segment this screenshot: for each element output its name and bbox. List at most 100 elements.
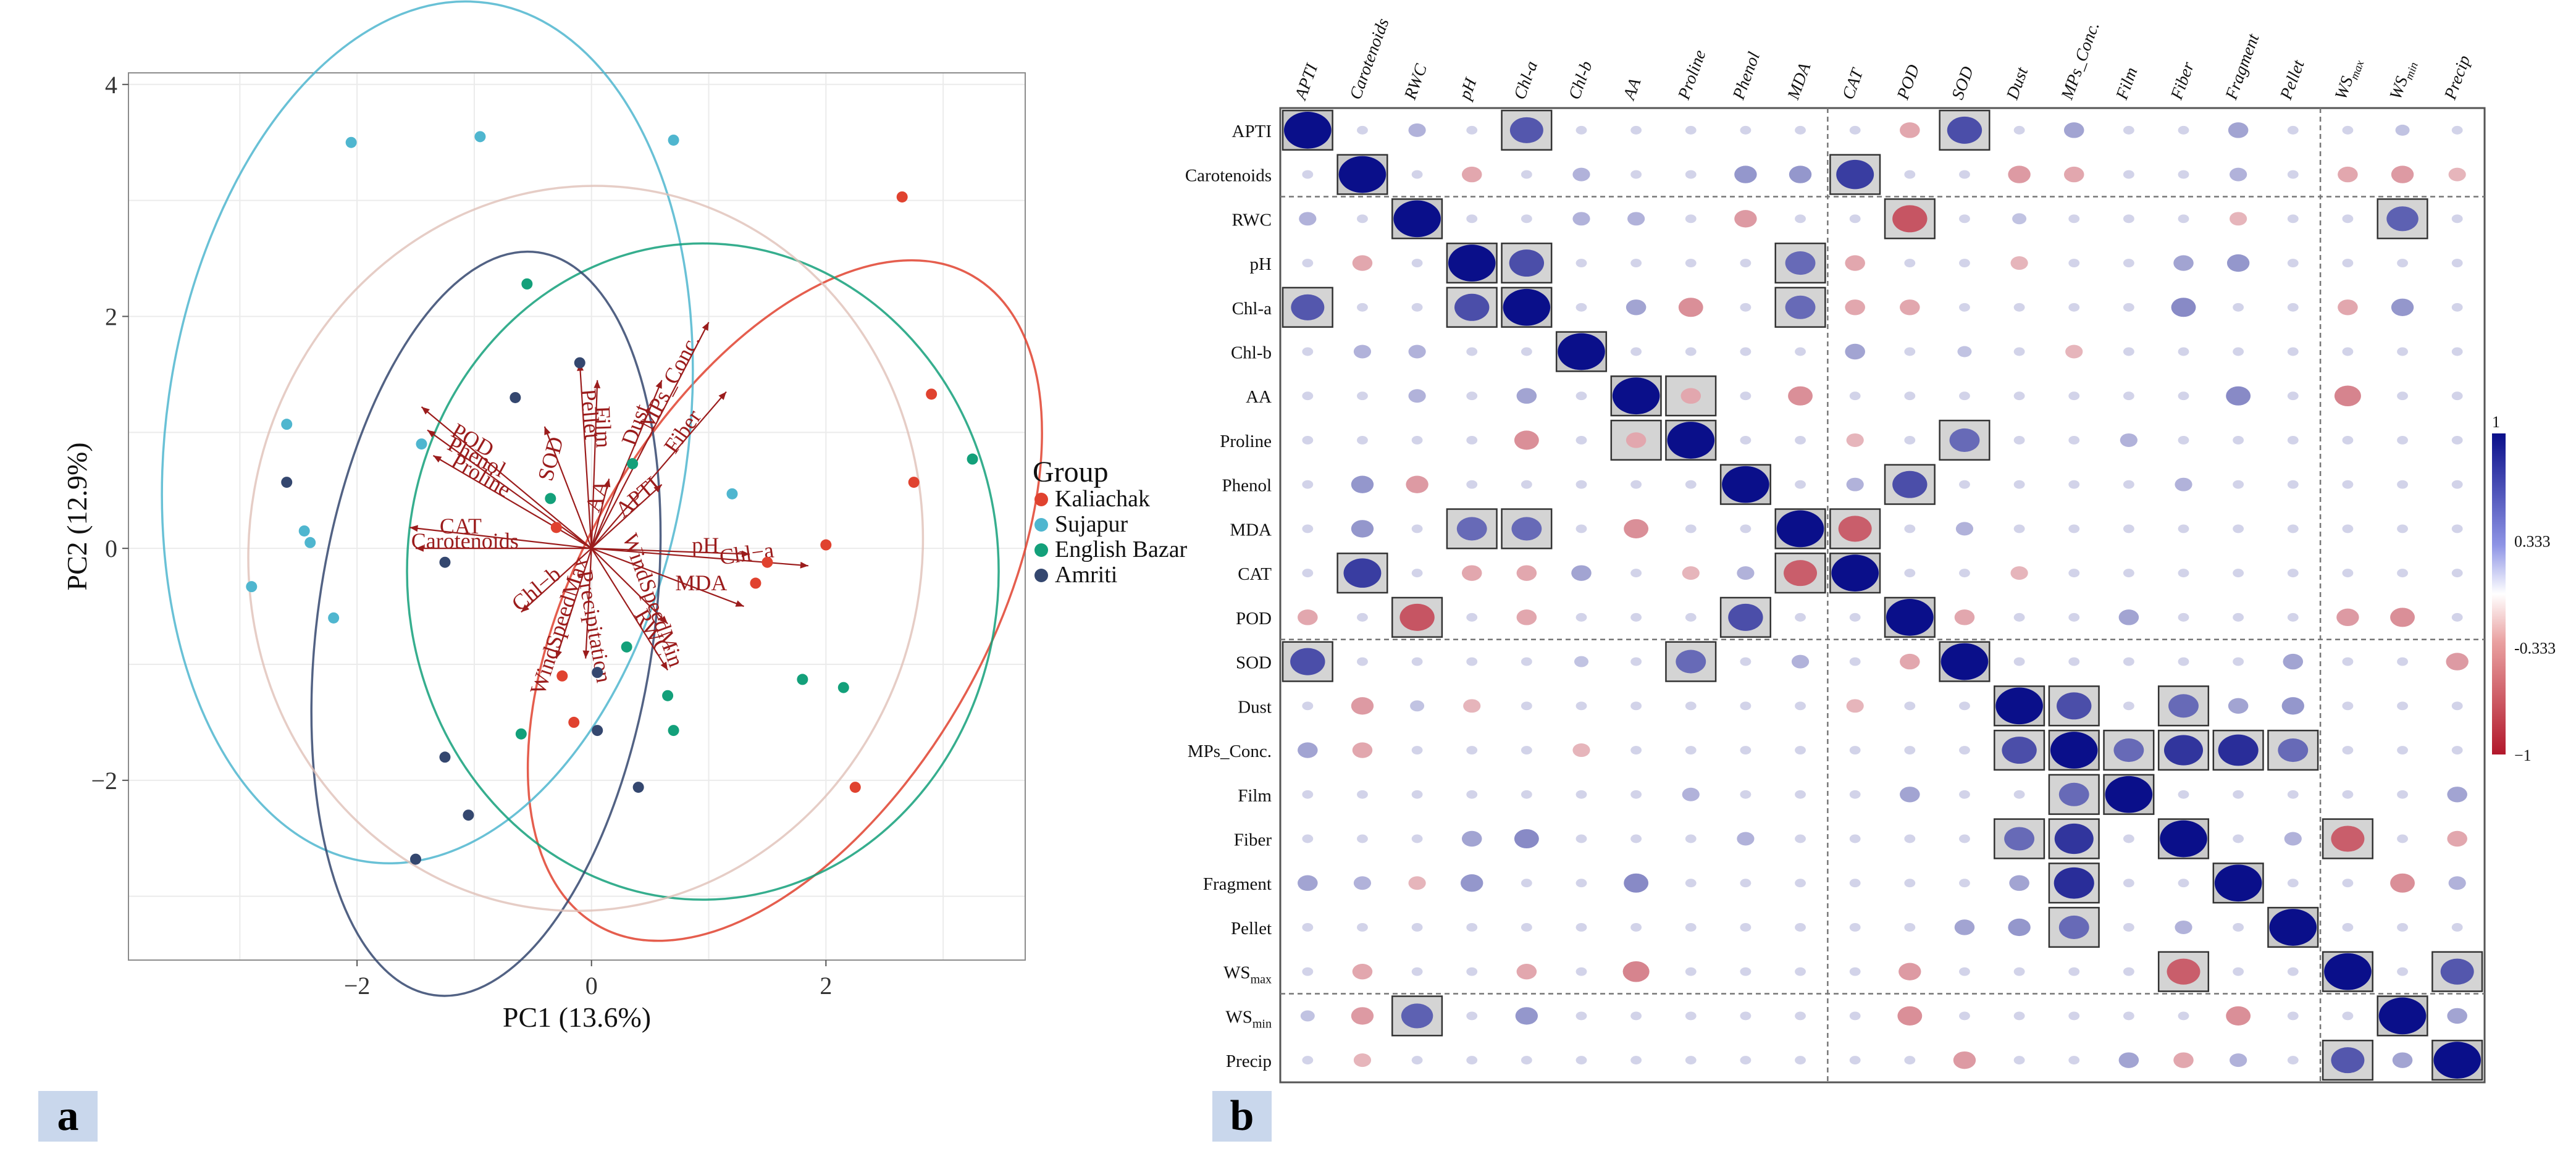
corr-mark-chl-a-aa	[1626, 299, 1647, 315]
corr-mark-wsmin-precip	[2447, 1008, 2467, 1024]
corr-mark-proline-fragment	[2233, 436, 2244, 445]
corr-mark-pellet-sod	[1954, 919, 1975, 935]
corr-mark-precip-fiber	[2173, 1052, 2194, 1068]
x-tick-label: 0	[585, 972, 598, 1000]
loading-label-pellet: Pellet	[576, 388, 605, 440]
legend-label-sujapur: Sujapur	[1055, 511, 1128, 537]
corr-mark-mda-phenol	[1740, 524, 1752, 533]
corr-mark-sod-chl-a	[1521, 657, 1532, 666]
corr-mark-pod-proline	[1685, 612, 1697, 622]
row-label-mda: MDA	[1230, 520, 1272, 540]
legend-swatch-kaliachak	[1034, 493, 1048, 506]
col-label-mda: MDA	[1784, 60, 1815, 102]
corr-mark-mda-cat	[1838, 516, 1872, 542]
corr-mark-apti-wsmax	[2342, 125, 2354, 135]
row-label-cat: CAT	[1238, 564, 1272, 584]
point-english-bazar	[545, 493, 556, 504]
confidence-ellipse-sujapur	[161, 0, 694, 864]
corr-mark-mda-wsmin	[2397, 524, 2408, 533]
row-label-sod: SOD	[1236, 653, 1272, 673]
corr-mark-cat-pellet	[2287, 569, 2299, 578]
corr-mark-proline-proline	[1667, 422, 1715, 459]
corr-mark-fragment-fiber	[2178, 879, 2189, 888]
corr-mark-chl-b-sod	[1957, 346, 1972, 357]
corr-mark-aa-carotenoids	[1357, 391, 1368, 401]
corr-mark-fiber-precip	[2447, 830, 2467, 847]
corr-mark-fragment-proline	[1685, 879, 1697, 888]
corr-mark-cat-precip	[2451, 569, 2463, 578]
corr-mark-mps-conc-aa	[1630, 746, 1642, 754]
row-label-apti: APTI	[1232, 122, 1272, 141]
corr-mark-chl-b-chl-b	[1558, 333, 1605, 370]
corr-mark-chl-b-pellet	[2287, 347, 2299, 356]
y-tick-label: 0	[105, 535, 117, 562]
corr-mark-mda-film	[2123, 524, 2134, 533]
corr-mark-cat-pod	[1904, 569, 1916, 578]
corr-mark-ph-fragment	[2226, 254, 2250, 272]
corr-mark-precip-cat	[1849, 1056, 1861, 1065]
corr-mark-chl-b-dust	[2013, 347, 2025, 356]
corr-mark-proline-carotenoids	[1357, 436, 1368, 445]
corr-mark-proline-fiber	[2178, 436, 2189, 445]
corr-mark-precip-proline	[1685, 1056, 1697, 1065]
corr-mark-cat-wsmin	[2397, 569, 2408, 578]
corr-mark-wsmax-aa	[1622, 961, 1650, 982]
corr-mark-phenol-dust	[2013, 480, 2025, 489]
corr-mark-chl-b-fiber	[2178, 347, 2189, 356]
corr-mark-fragment-chl-a	[1521, 879, 1532, 888]
corr-mark-fiber-carotenoids	[1357, 834, 1368, 843]
corr-mark-mda-aa	[1624, 519, 1649, 538]
corr-mark-pellet-proline	[1685, 923, 1697, 932]
corr-mark-phenol-precip	[2451, 480, 2463, 489]
corr-mark-ph-mda	[1785, 251, 1816, 275]
corr-mark-pellet-film	[2123, 923, 2134, 932]
row-label-dust: Dust	[1238, 697, 1272, 717]
loading-arrow-sod	[543, 426, 592, 549]
corr-mark-pod-apti	[1298, 609, 1318, 625]
corr-mark-cat-proline	[1682, 566, 1700, 580]
col-label-mps-conc: MPs_Conc.	[2057, 19, 2103, 102]
corr-mark-wsmin-proline	[1685, 1011, 1697, 1021]
corr-mark-pod-precip	[2451, 612, 2463, 622]
corr-mark-mps-conc-chl-b	[1572, 743, 1590, 758]
corr-mark-film-proline	[1682, 787, 1700, 801]
corr-mark-ph-chl-a	[1509, 249, 1545, 277]
corr-mark-chl-a-mda	[1785, 295, 1816, 319]
corr-mark-wsmin-fiber	[2178, 1011, 2189, 1021]
loading-arrow-rwc	[590, 548, 669, 671]
corr-mark-mda-fiber	[2178, 524, 2189, 533]
corr-mark-aa-apti	[1302, 391, 1314, 401]
corr-mark-wsmax-ph	[1466, 967, 1478, 976]
corr-mark-rwc-fiber	[2178, 214, 2189, 224]
corr-mark-sod-fragment	[2233, 657, 2244, 666]
corr-mark-dust-mda	[1795, 701, 1806, 711]
corr-mark-pellet-carotenoids	[1357, 923, 1368, 932]
loading-label-apti: APTI	[611, 472, 665, 522]
row-label-chl-b: Chl-b	[1231, 343, 1272, 363]
corr-mark-sod-rwc	[1411, 657, 1423, 666]
corr-mark-mps-conc-ph	[1466, 746, 1478, 754]
point-amriti	[510, 391, 521, 403]
col-label-wsmax: WSmax	[2331, 55, 2367, 103]
corr-mark-fiber-pod	[1904, 834, 1916, 843]
corr-mark-fragment-mda	[1795, 879, 1806, 888]
y-tick-label: −2	[91, 767, 117, 795]
col-label-film: Film	[2112, 65, 2142, 102]
loading-arrowhead-dust	[655, 380, 662, 389]
point-amriti	[410, 853, 422, 865]
point-amriti	[439, 556, 451, 568]
corr-mark-sod-phenol	[1740, 657, 1752, 666]
corr-mark-aa-cat	[1849, 391, 1861, 401]
corr-mark-chl-a-pod	[1900, 299, 1920, 315]
corr-mark-phenol-cat	[1846, 477, 1864, 491]
loading-arrowhead-fiber	[718, 391, 726, 400]
corr-mark-precip-mda	[1795, 1056, 1806, 1065]
legend-label-kaliachak: Kaliachak	[1055, 486, 1150, 512]
corr-mark-ph-mps-conc	[2068, 259, 2080, 267]
loading-arrow-dust	[590, 380, 663, 549]
corr-mark-pod-wsmax	[2336, 608, 2359, 627]
corr-mark-film-aa	[1630, 790, 1642, 799]
point-kaliachak	[926, 388, 938, 400]
corr-mark-fragment-pod	[1904, 879, 1916, 888]
point-sujapur	[246, 581, 258, 593]
